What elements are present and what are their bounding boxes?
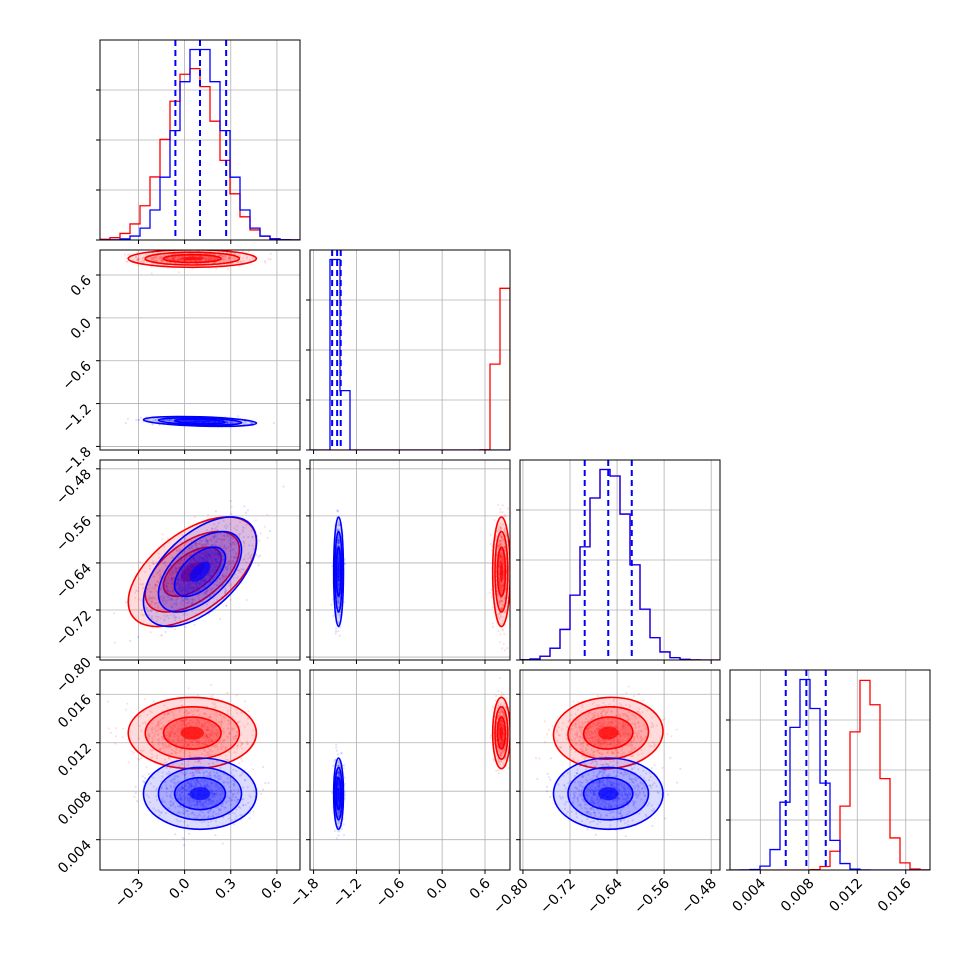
density-contour — [189, 420, 211, 423]
ticks — [306, 468, 486, 664]
x-tick-label: 0.016 — [875, 875, 915, 915]
density-contour — [598, 787, 619, 801]
grid — [310, 460, 510, 660]
y-tick-label: −0.72 — [53, 608, 95, 650]
panel-frame — [309, 459, 511, 661]
panel-0-2: −0.80−0.72−0.64−0.56−0.48 — [53, 459, 301, 697]
panel-frame — [99, 459, 301, 661]
panel-1-2 — [306, 459, 511, 664]
panel-frame — [519, 669, 721, 871]
red-histogram — [310, 287, 510, 450]
density-contour — [189, 561, 211, 582]
blue-density — [142, 516, 258, 628]
density-contour — [337, 787, 340, 801]
y-tick-label: 0.012 — [55, 740, 95, 780]
y-tick-label: −0.80 — [53, 655, 95, 697]
density-contour — [499, 561, 504, 582]
x-tick-label: −0.48 — [678, 876, 720, 918]
panel-frame — [99, 669, 301, 871]
blue-histogram — [520, 468, 720, 660]
blue-density — [332, 516, 345, 628]
density-contour — [180, 256, 205, 261]
x-tick-label: −0.64 — [584, 875, 626, 917]
y-tick-label: −0.64 — [53, 560, 95, 602]
blue-histogram — [730, 678, 930, 870]
ticks — [306, 299, 486, 454]
panel-frame — [99, 249, 301, 451]
x-tick-label: 0.6 — [467, 875, 494, 902]
panel-0-1: −1.8−1.2−0.60.00.6 — [59, 249, 301, 479]
panel-0-0 — [96, 39, 301, 244]
x-tick-label: −0.3 — [112, 876, 147, 911]
ticks — [96, 89, 278, 244]
red-density — [491, 696, 510, 770]
x-tick-label: 0.012 — [826, 876, 866, 916]
blue-density — [332, 757, 345, 831]
y-tick-label: 0.6 — [68, 272, 95, 299]
blue-density — [142, 757, 258, 831]
x-tick-label: −0.80 — [490, 876, 532, 918]
panel-1-3: −1.8 −1.2 −0.6 0.0 0.6 — [287, 669, 511, 911]
red-density — [127, 250, 258, 269]
x-tick-label: 0.6 — [259, 875, 286, 902]
y-tick-label: 0.0 — [68, 315, 95, 342]
grid — [310, 250, 510, 450]
red-density — [552, 696, 664, 770]
x-tick-label: −0.6 — [373, 875, 408, 910]
x-tick-label: 0.004 — [729, 875, 769, 915]
red-density — [491, 516, 510, 628]
ticks — [516, 509, 712, 664]
ticks: −1.8−1.2−0.60.00.6 — [59, 272, 278, 479]
x-tick-label: 0.3 — [213, 876, 240, 903]
density-contour — [189, 787, 211, 801]
x-tick-label: −1.8 — [287, 876, 322, 911]
x-tick-label: 0.008 — [778, 876, 818, 916]
red-density — [127, 696, 258, 770]
panel-2-3: −0.80 −0.72 −0.64 −0.56 −0.48 — [490, 669, 721, 918]
blue-histogram — [310, 258, 510, 450]
ticks: −1.8−1.2−0.6 0.0 0.6 — [287, 693, 494, 911]
density-contour — [180, 726, 205, 740]
y-tick-label: 0.004 — [55, 837, 95, 877]
x-tick-label: −0.72 — [537, 876, 579, 918]
x-tick-label: 0.0 — [166, 876, 193, 903]
density-contour — [598, 726, 619, 740]
blue-density — [142, 415, 258, 428]
y-tick-label: −1.2 — [59, 401, 94, 436]
x-tick-label: 0.0 — [424, 876, 451, 903]
y-tick-label: −0.6 — [59, 358, 94, 393]
grid — [520, 670, 720, 870]
x-tick-label: −1.2 — [330, 876, 365, 911]
panel-frame — [309, 669, 511, 871]
panel-0-3: −0.3 0.0 0.3 0.6 0.004 0.008 0.012 0.016 — [55, 669, 301, 911]
y-tick-label: 0.016 — [55, 692, 95, 732]
panel-2-2 — [516, 459, 721, 664]
y-tick-label: −0.56 — [53, 513, 95, 555]
red-histogram — [730, 679, 930, 870]
panel-3-3: 0.004 0.008 0.012 0.016 — [726, 669, 931, 916]
y-tick-label: 0.008 — [55, 789, 95, 829]
panel-1-1 — [306, 249, 511, 454]
density-contour — [499, 726, 504, 740]
blue-density — [552, 757, 664, 831]
blue-histogram — [100, 48, 300, 240]
density-contour — [337, 561, 340, 582]
x-tick-label: −0.56 — [631, 875, 673, 917]
